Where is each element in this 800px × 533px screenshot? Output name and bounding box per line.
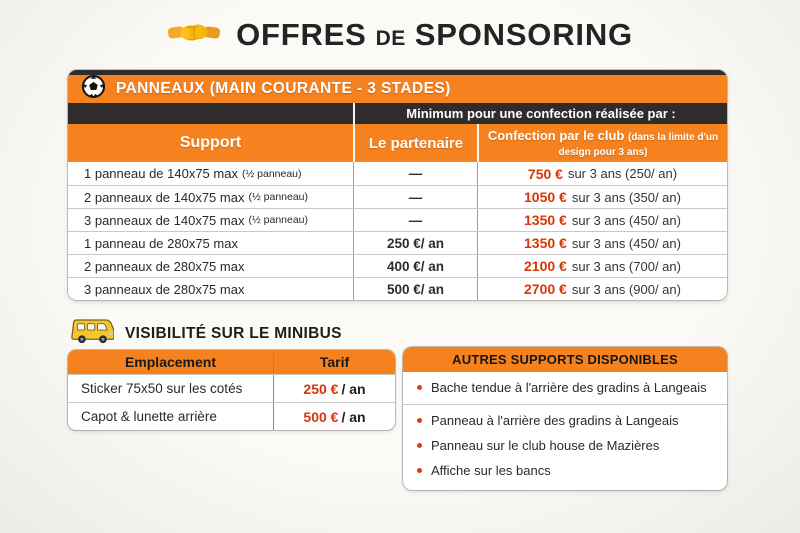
autres-supports-list: Bache tendue à l'arrière des gradins à L…: [403, 372, 727, 490]
support-label: 3 panneaux de 140x75 max: [84, 212, 245, 228]
partner-price: 250 €/ an: [353, 232, 477, 254]
list-item: Panneau sur le club house de Mazières: [403, 433, 727, 458]
table-row: 3 panneaux de 280x75 max 500 €/ an 2700 …: [68, 277, 727, 300]
handshake-icon: [167, 14, 221, 55]
partner-price: —: [353, 209, 477, 231]
soccer-ball-icon: [81, 74, 106, 104]
minibus-column-headers: Emplacement Tarif: [68, 350, 395, 374]
panel-top-edge: [68, 70, 727, 75]
emplacement-label: Capot & lunette arrière: [81, 409, 217, 424]
club-price: 750 €: [527, 165, 563, 182]
partner-price: —: [353, 186, 477, 208]
support-note: (½ panneau): [248, 214, 309, 226]
col-header-partenaire: Le partenaire: [353, 124, 477, 162]
minibus-title: VISIBILITÉ SUR LE MINIBUS: [125, 324, 342, 342]
col-header-club-main: Confection par le club: [487, 128, 625, 143]
list-item-label: Panneau à l'arrière des gradins à Langea…: [431, 413, 679, 428]
support-note: (½ panneau): [248, 191, 309, 203]
table-row: Capot & lunette arrière 500 € / an: [68, 402, 395, 430]
panneaux-subtitle: Minimum pour une confection réalisée par…: [353, 103, 727, 124]
bullet-dot-icon: [417, 443, 422, 448]
minibus-section-title: VISIBILITÉ SUR LE MINIBUS: [70, 317, 342, 350]
table-row: 3 panneaux de 140x75 max (½ panneau) — 13…: [68, 208, 727, 231]
tarif-suffix: / an: [341, 380, 366, 397]
bullet-dot-icon: [417, 468, 422, 473]
club-terms: sur 3 ans (450/ an): [571, 235, 681, 251]
autres-supports-title: AUTRES SUPPORTS DISPONIBLES: [403, 347, 727, 372]
page-title: OFFRES DE SPONSORING: [0, 14, 800, 55]
support-label: 2 panneaux de 280x75 max: [84, 258, 245, 274]
table-row: 2 panneaux de 140x75 max (½ panneau) — 10…: [68, 185, 727, 208]
tarif-suffix: / an: [341, 408, 366, 425]
list-item-label: Bache tendue à l'arrière des gradins à L…: [431, 380, 707, 395]
subheader-spacer: [68, 103, 353, 124]
table-row: 1 panneau de 280x75 max 250 €/ an 1350 €…: [68, 231, 727, 254]
minibus-table: Emplacement Tarif Sticker 75x50 sur les …: [68, 350, 395, 430]
panneaux-subheader-row: Minimum pour une confection réalisée par…: [68, 103, 727, 124]
bullet-dot-icon: [417, 418, 422, 423]
support-note: (½ panneau): [241, 167, 302, 180]
tarif-price: 250 €: [303, 380, 339, 397]
partner-price: —: [353, 162, 477, 185]
title-word-sponsoring: SPONSORING: [414, 16, 633, 52]
club-price: 1050 €: [524, 189, 567, 205]
col-header-support: Support: [179, 134, 242, 151]
support-label: 1 panneau de 140x75 max: [84, 166, 238, 181]
club-price: 2100 €: [524, 258, 567, 274]
panneaux-panel: PANNEAUX (MAIN COURANTE - 3 STADES) Mini…: [68, 70, 727, 300]
list-item: Affiche sur les bancs: [403, 458, 727, 483]
partner-price: 400 €/ an: [353, 255, 477, 277]
list-item: Bache tendue à l'arrière des gradins à L…: [403, 375, 727, 405]
club-terms: sur 3 ans (450/ an): [571, 212, 681, 228]
list-item: Panneau à l'arrière des gradins à Langea…: [403, 408, 727, 433]
support-label: 2 panneaux de 140x75 max: [84, 189, 245, 205]
col-header-club: Confection par le club (dans la limite d…: [477, 124, 727, 162]
minibus-icon: [70, 317, 115, 350]
table-row: Sticker 75x50 sur les cotés 250 € / an: [68, 374, 395, 402]
title-word-offres: OFFRES: [236, 16, 367, 52]
club-price: 1350 €: [524, 212, 567, 228]
tarif-price: 500 €: [303, 408, 339, 425]
autres-supports-box: AUTRES SUPPORTS DISPONIBLES Bache tendue…: [403, 347, 727, 490]
club-terms: sur 3 ans (900/ an): [571, 281, 681, 297]
emplacement-label: Sticker 75x50 sur les cotés: [81, 381, 243, 396]
list-item-label: Panneau sur le club house de Mazières: [431, 438, 660, 453]
col-header-emplacement: Emplacement: [124, 354, 217, 370]
panneaux-rows: 1 panneau de 140x75 max (½ panneau) — 750…: [68, 162, 727, 300]
title-word-de: DE: [375, 26, 406, 50]
col-header-tarif: Tarif: [273, 350, 395, 374]
partner-price: 500 €/ an: [353, 278, 477, 300]
club-terms: sur 3 ans (250/ an): [567, 166, 678, 181]
table-row: 1 panneau de 140x75 max (½ panneau) — 750…: [68, 162, 727, 185]
list-item-label: Affiche sur les bancs: [431, 463, 551, 478]
club-terms: sur 3 ans (350/ an): [571, 189, 681, 205]
table-row: 2 panneaux de 280x75 max 400 €/ an 2100 …: [68, 254, 727, 277]
bullet-dot-icon: [417, 385, 422, 390]
club-price: 1350 €: [524, 235, 567, 251]
col-header-club-note: (dans la limite d'un design pour 3 ans): [558, 132, 719, 158]
support-label: 3 panneaux de 280x75 max: [84, 281, 245, 297]
club-terms: sur 3 ans (700/ an): [571, 258, 681, 274]
support-label: 1 panneau de 280x75 max: [84, 235, 238, 251]
panneaux-column-headers: Support Le partenaire Confection par le …: [68, 124, 727, 162]
club-price: 2700 €: [524, 281, 567, 297]
panneaux-header-bar: PANNEAUX (MAIN COURANTE - 3 STADES): [68, 74, 727, 104]
panneaux-title: PANNEAUX (MAIN COURANTE - 3 STADES): [116, 80, 451, 97]
